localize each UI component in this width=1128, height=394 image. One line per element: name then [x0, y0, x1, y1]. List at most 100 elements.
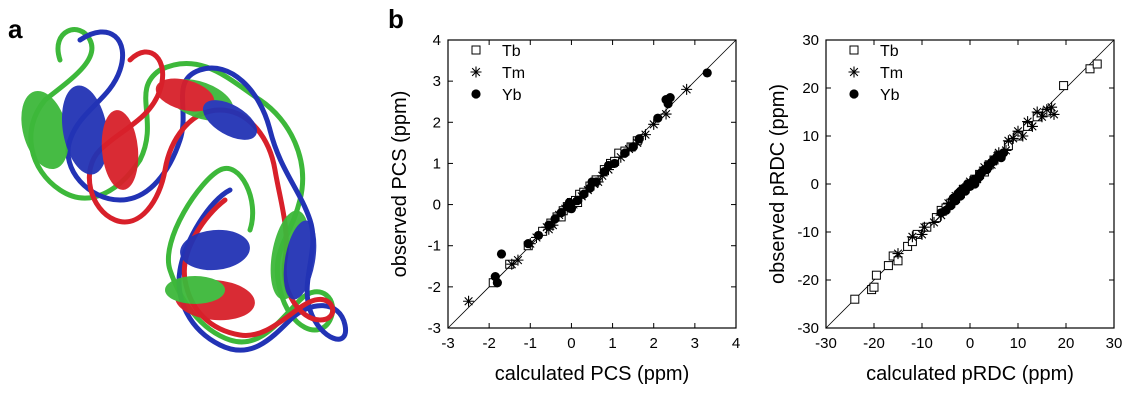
helix-red-1: [101, 110, 139, 190]
data-point: [1022, 116, 1034, 128]
data-point: [1031, 106, 1043, 118]
data-point: [931, 213, 941, 223]
data-point: [916, 228, 928, 240]
data-point: [628, 142, 638, 152]
data-point: [1026, 120, 1038, 132]
y-tick-label: 10: [802, 128, 819, 145]
legend-marker-yb: [849, 89, 859, 99]
data-point: [1041, 104, 1053, 116]
data-point: [615, 151, 627, 163]
data-point: [587, 177, 597, 187]
y-axis-label: observed PCS (ppm): [389, 91, 411, 278]
data-point: [928, 216, 940, 228]
data-point: [544, 220, 554, 230]
helix-red-2: [155, 78, 215, 112]
helix-green-1: [21, 90, 69, 170]
y-tick-label: 3: [433, 73, 441, 90]
data-point: [512, 254, 524, 266]
data-point: [639, 129, 651, 141]
data-point: [665, 93, 675, 103]
data-point: [648, 118, 660, 130]
x-tick-label: -30: [815, 335, 837, 352]
y-tick-label: 0: [811, 176, 819, 193]
plot-frame: [447, 39, 737, 329]
chart-2: -30 -20 -10 0 10 20 30 -30 -20 -10 0 10 20 30 calculat…: [767, 32, 1122, 385]
data-point: [579, 189, 589, 199]
data-point: [496, 249, 507, 259]
series-yb: [936, 148, 1009, 218]
data-point: [523, 239, 533, 249]
data-point: [1012, 125, 1024, 137]
data-point: [999, 148, 1009, 158]
data-point: [883, 261, 893, 271]
data-point: [903, 241, 913, 251]
legend-label-tm: Tm: [880, 65, 903, 82]
series-yb: [490, 68, 712, 288]
data-point: [1085, 64, 1095, 74]
data-point: [1046, 101, 1058, 113]
data-point: [871, 270, 881, 280]
y-tick-label: 0: [433, 197, 441, 214]
y-tick-label: 2: [433, 114, 441, 131]
x-axis-label: calculated pRDC (ppm): [866, 363, 1074, 385]
legend-marker-tb: [471, 45, 481, 55]
data-point: [506, 258, 518, 270]
legend-label-tb: Tb: [880, 43, 899, 60]
y-axis-label: observed pRDC (ppm): [767, 84, 789, 284]
x-tick-label: -2: [482, 335, 495, 352]
x-tick-label: -1: [524, 335, 537, 352]
data-point: [463, 295, 475, 307]
helix-green-4: [165, 276, 225, 304]
y-tick-label: -2: [428, 279, 441, 296]
data-point: [556, 208, 566, 218]
data-point: [970, 179, 980, 189]
x-tick-label: -20: [863, 335, 885, 352]
data-point: [955, 186, 966, 196]
legend-marker-tb: [849, 45, 859, 55]
data-point: [1036, 111, 1048, 123]
x-tick-label: 30: [1106, 335, 1123, 352]
data-point: [660, 108, 672, 120]
x-tick-label: 1: [608, 335, 616, 352]
data-point: [610, 158, 620, 169]
data-point: [492, 278, 502, 288]
x-axis-label: calculated PCS (ppm): [495, 363, 690, 385]
blue-backbone: [65, 29, 348, 353]
legend-marker-tm: [470, 66, 482, 78]
data-point: [567, 199, 579, 211]
x-tick-label: 3: [691, 335, 699, 352]
data-point: [702, 68, 712, 78]
y-tick-label: -1: [428, 238, 441, 255]
x-tick-label: 10: [1010, 335, 1027, 352]
y-tick-label: 1: [433, 155, 441, 172]
data-point: [1092, 59, 1102, 69]
data-point: [892, 248, 904, 260]
x-tick-label: 2: [650, 335, 658, 352]
y-tick-label: 4: [433, 32, 441, 49]
x-tick-label: -3: [441, 335, 454, 352]
y-tick-label: 20: [802, 80, 819, 97]
protein-structure-image: [21, 27, 348, 353]
x-tick-label: 4: [732, 335, 740, 352]
x-tick-label: 0: [966, 335, 974, 352]
panel-label-a: a: [8, 14, 23, 44]
data-point: [564, 197, 574, 208]
data-point: [869, 282, 879, 292]
legend-marker-yb: [471, 89, 481, 99]
y-tick-label: -10: [797, 224, 819, 241]
helix-blue-3: [180, 229, 250, 271]
data-point: [1048, 108, 1060, 120]
legend-marker-tm: [848, 66, 860, 78]
data-point: [1002, 135, 1014, 147]
data-point: [1017, 130, 1029, 142]
data-point: [850, 294, 860, 304]
data-point: [888, 251, 898, 261]
y-tick-label: 30: [802, 32, 819, 49]
helix-blue-1: [61, 85, 109, 175]
data-point: [975, 172, 985, 182]
data-point: [1059, 81, 1069, 91]
data-point: [653, 113, 663, 123]
legend-label-tm: Tm: [502, 65, 525, 82]
legend-label-yb: Yb: [502, 87, 522, 104]
data-point: [1007, 132, 1019, 144]
